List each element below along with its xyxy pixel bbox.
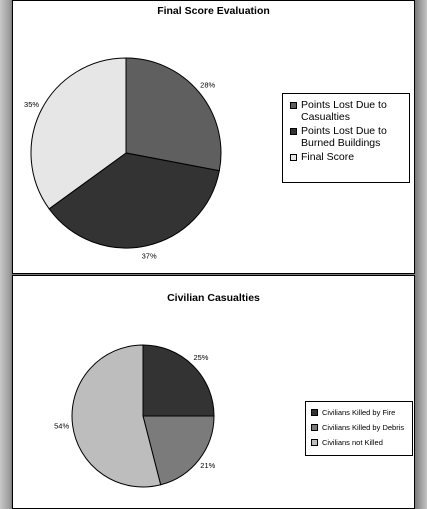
data-label-civilians-killed-by-fire: 25%	[193, 353, 208, 362]
final-score-pie-chart: 28% 37% 35%	[24, 57, 222, 260]
data-label-points-lost-due-to-casualties: 28%	[200, 80, 215, 89]
legend-label-line: Burned Buildings	[301, 137, 381, 149]
legend-item-final-score: Final Score	[290, 151, 354, 163]
civilian-casualties-pie-chart: 25% 21% 54%	[54, 344, 216, 488]
pie-slice-civilians-killed-by-fire	[142, 344, 215, 417]
chart-title: Final Score Evaluation	[157, 5, 270, 17]
legend-swatch	[311, 439, 318, 446]
legend-label-line: Points Lost Due to	[301, 99, 387, 111]
pie-slice-points-lost-due-to-casualties	[125, 57, 222, 172]
legend-swatch	[290, 128, 297, 135]
pie-slice-civilians-not-killed	[71, 344, 162, 488]
legend-item-civilians-killed-by-fire: Civilians Killed by Fire	[311, 407, 395, 418]
legend-swatch	[311, 424, 318, 431]
legend-label-line: Civilians Killed by Fire	[322, 408, 396, 417]
legend-label-line: Civilians not Killed	[322, 438, 383, 447]
legend-item-civilians-killed-by-debris: Civilians Killed by Debris	[311, 422, 404, 433]
data-label-final-score: 35%	[24, 100, 39, 109]
legend-swatch	[290, 102, 297, 109]
data-label-civilians-not-killed: 54%	[54, 421, 69, 430]
legend-label-line: Final Score	[301, 151, 355, 163]
data-label-civilians-killed-by-debris: 21%	[200, 461, 215, 470]
legend-swatch	[290, 154, 297, 161]
legend-label-line: Civilians Killed by Debris	[322, 423, 405, 432]
pie-slice-civilians-killed-by-debris	[142, 415, 215, 486]
pie-slice-points-lost-due-to-burned-buildings	[48, 152, 220, 249]
final-score-legend: Points Lost Due to Casualties Points Lost …	[282, 93, 410, 183]
legend-item-points-lost-due-to-burned-buildings: Points Lost Due to Burned Buildings	[290, 125, 387, 149]
chart-title: Civilian Casualties	[167, 292, 260, 304]
legend-label-line: Points Lost Due to	[301, 125, 387, 137]
legend-item-civilians-not-killed: Civilians not Killed	[311, 437, 383, 448]
civilian-casualties-chart-panel: Civilian Casualties 25% 21% 54% Civilians …	[12, 275, 415, 509]
final-score-chart-panel: Final Score Evaluation 28% 37% 35% Points …	[12, 0, 415, 274]
legend-swatch	[311, 409, 318, 416]
civilian-casualties-legend: Civilians Killed by Fire Civilians Killed…	[305, 401, 413, 456]
legend-item-points-lost-due-to-casualties: Points Lost Due to Casualties	[290, 99, 387, 123]
data-label-points-lost-due-to-burned-buildings: 37%	[142, 251, 157, 260]
legend-label-line: Casualties	[301, 111, 351, 123]
pie-slice-final-score	[30, 57, 127, 210]
